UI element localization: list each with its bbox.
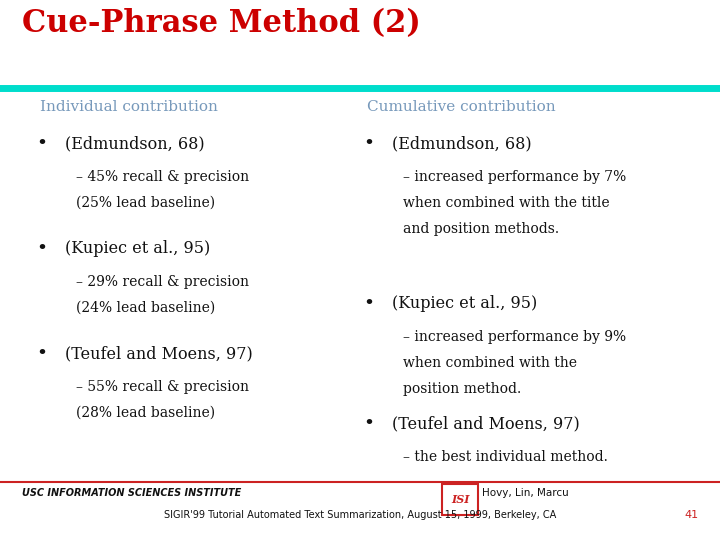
Text: – the best individual method.: – the best individual method. xyxy=(403,450,608,464)
Text: and position methods.: and position methods. xyxy=(403,222,559,236)
Text: •: • xyxy=(364,135,374,153)
Text: – increased performance by 9%: – increased performance by 9% xyxy=(403,330,626,344)
FancyBboxPatch shape xyxy=(442,484,478,515)
Text: Cue-Phrase Method (2): Cue-Phrase Method (2) xyxy=(22,8,420,39)
Text: ISI: ISI xyxy=(451,494,469,505)
Text: USC INFORMATION SCIENCES INSTITUTE: USC INFORMATION SCIENCES INSTITUTE xyxy=(22,488,241,498)
Text: position method.: position method. xyxy=(403,382,521,396)
Text: SIGIR'99 Tutorial Automated Text Summarization, August 15, 1999, Berkeley, CA: SIGIR'99 Tutorial Automated Text Summari… xyxy=(164,510,556,520)
Text: (Teufel and Moens, 97): (Teufel and Moens, 97) xyxy=(392,415,580,432)
Text: (Edmundson, 68): (Edmundson, 68) xyxy=(392,135,532,152)
Text: – 29% recall & precision: – 29% recall & precision xyxy=(76,275,248,289)
Text: (Kupiec et al., 95): (Kupiec et al., 95) xyxy=(65,240,210,257)
Text: •: • xyxy=(364,295,374,313)
Text: (25% lead baseline): (25% lead baseline) xyxy=(76,196,215,210)
Text: – 55% recall & precision: – 55% recall & precision xyxy=(76,380,248,394)
Text: Hovy, Lin, Marcu: Hovy, Lin, Marcu xyxy=(482,488,569,498)
Text: (Teufel and Moens, 97): (Teufel and Moens, 97) xyxy=(65,345,253,362)
Text: – increased performance by 7%: – increased performance by 7% xyxy=(403,170,626,184)
Text: •: • xyxy=(36,135,47,153)
Text: when combined with the: when combined with the xyxy=(403,356,577,370)
Text: (28% lead baseline): (28% lead baseline) xyxy=(76,406,215,420)
Text: •: • xyxy=(36,240,47,258)
Text: Cumulative contribution: Cumulative contribution xyxy=(367,100,556,114)
Text: 41: 41 xyxy=(684,510,698,520)
Text: – 45% recall & precision: – 45% recall & precision xyxy=(76,170,248,184)
Text: Individual contribution: Individual contribution xyxy=(40,100,217,114)
Text: when combined with the title: when combined with the title xyxy=(403,196,610,210)
Text: •: • xyxy=(36,345,47,363)
Text: (Edmundson, 68): (Edmundson, 68) xyxy=(65,135,204,152)
Text: •: • xyxy=(364,415,374,433)
Text: (Kupiec et al., 95): (Kupiec et al., 95) xyxy=(392,295,538,312)
Text: (24% lead baseline): (24% lead baseline) xyxy=(76,301,215,315)
